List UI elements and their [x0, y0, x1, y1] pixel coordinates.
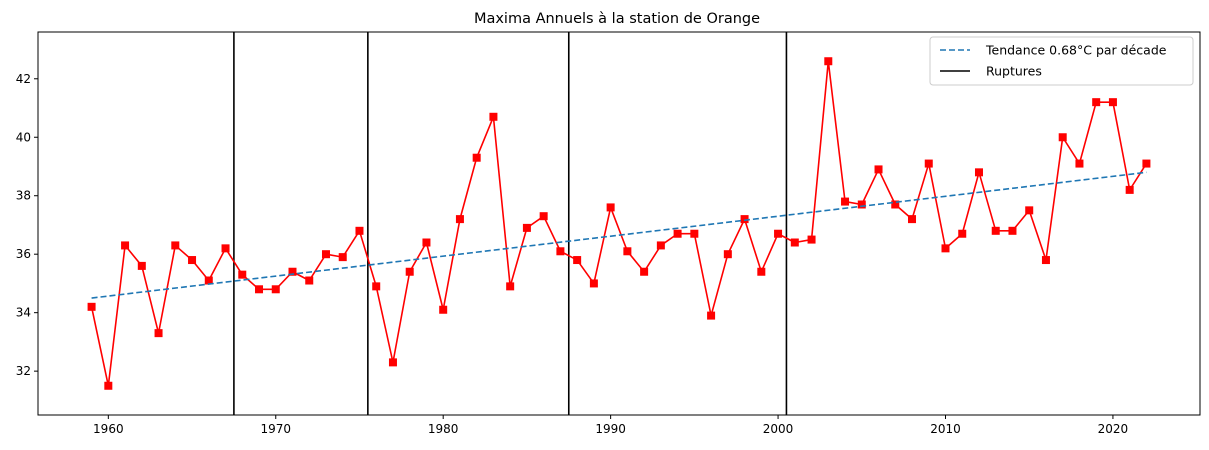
- data-point: [757, 267, 766, 276]
- data-point: [255, 285, 264, 294]
- data-point: [472, 153, 481, 162]
- data-point: [221, 244, 230, 253]
- data-point: [506, 282, 515, 291]
- x-tick-label: 1980: [428, 422, 459, 436]
- data-point: [171, 241, 180, 250]
- data-point: [1075, 159, 1084, 168]
- data-point: [355, 226, 364, 235]
- data-point: [656, 241, 665, 250]
- data-point: [1058, 133, 1067, 142]
- data-point: [991, 226, 1000, 235]
- y-tick-label: 40: [16, 130, 31, 144]
- data-point: [1025, 206, 1034, 215]
- y-tick-label: 36: [16, 247, 31, 261]
- data-point: [1108, 98, 1117, 107]
- y-tick-label: 34: [16, 306, 31, 320]
- trend-line: [91, 171, 1147, 299]
- data-point: [87, 302, 96, 311]
- plot-frame: [37, 31, 1201, 416]
- data-point: [974, 168, 983, 177]
- data-point: [673, 229, 682, 238]
- data-point: [539, 212, 548, 221]
- data-point: [1125, 185, 1134, 194]
- x-tick-label: 2010: [930, 422, 961, 436]
- data-point: [807, 235, 816, 244]
- plot-area: [87, 32, 1151, 415]
- data-point: [121, 241, 130, 250]
- data-point: [707, 311, 716, 320]
- data-point: [589, 279, 598, 288]
- data-point: [908, 215, 917, 224]
- data-point: [874, 165, 883, 174]
- legend-box: [929, 36, 1194, 86]
- y-tick-label: 42: [16, 72, 31, 86]
- data-point: [857, 200, 866, 209]
- data-point: [321, 250, 330, 259]
- series-line: [90, 60, 1148, 387]
- data-point: [1008, 226, 1017, 235]
- data-point: [1041, 256, 1050, 265]
- data-point: [774, 229, 783, 238]
- data-point: [388, 358, 397, 367]
- data-point: [723, 250, 732, 259]
- data-point: [824, 57, 833, 66]
- data-point: [1142, 159, 1151, 168]
- data-point: [623, 247, 632, 256]
- data-point: [104, 381, 113, 390]
- data-point: [1092, 98, 1101, 107]
- x-tick-label: 2020: [1098, 422, 1129, 436]
- data-point: [288, 267, 297, 276]
- data-point: [489, 112, 498, 121]
- data-point: [422, 238, 431, 247]
- data-point: [455, 215, 464, 224]
- x-tick-label: 2000: [763, 422, 794, 436]
- data-point: [958, 229, 967, 238]
- data-point: [405, 267, 414, 276]
- legend-ruptures-label: Ruptures: [986, 64, 1042, 79]
- data-point: [522, 223, 531, 232]
- data-point: [439, 305, 448, 314]
- data-point: [188, 256, 197, 265]
- data-point: [271, 285, 280, 294]
- data-point: [941, 244, 950, 253]
- data-point: [891, 200, 900, 209]
- data-point: [740, 215, 749, 224]
- data-point: [338, 253, 347, 262]
- data-point: [204, 276, 213, 285]
- x-tick-label: 1960: [93, 422, 124, 436]
- legend: Tendance 0.68°C par décade Ruptures: [929, 36, 1194, 86]
- data-point: [573, 256, 582, 265]
- chart-title: Maxima Annuels à la station de Orange: [474, 11, 760, 27]
- x-tick-label: 1970: [260, 422, 291, 436]
- data-point: [154, 329, 163, 338]
- axes: 1960 1970 1980 1990 2000 2010 2020 32 34 36 38 40 42: [16, 72, 1128, 436]
- data-point: [924, 159, 933, 168]
- data-point: [372, 282, 381, 291]
- data-point: [841, 197, 850, 206]
- data-point: [640, 267, 649, 276]
- y-tick-label: 38: [16, 189, 31, 203]
- x-tick-label: 1990: [595, 422, 626, 436]
- data-point: [690, 229, 699, 238]
- legend-trend-label: Tendance 0.68°C par décade: [985, 43, 1167, 58]
- data-point: [606, 203, 615, 212]
- data-point: [137, 261, 146, 270]
- y-tick-label: 32: [16, 364, 31, 378]
- data-point: [305, 276, 314, 285]
- data-point: [556, 247, 565, 256]
- data-point: [238, 270, 247, 279]
- data-point: [790, 238, 799, 247]
